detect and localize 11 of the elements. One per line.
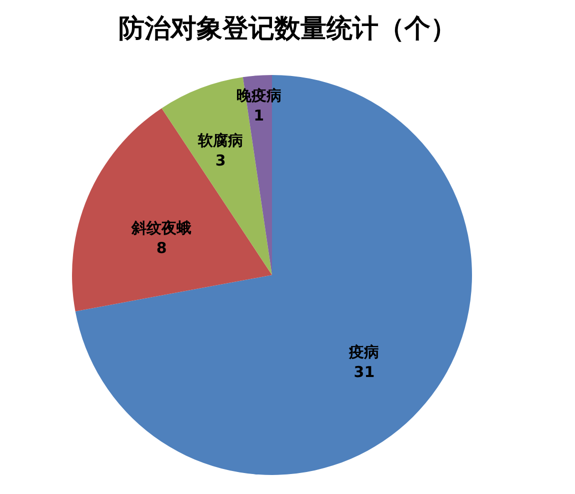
pie-slice	[72, 108, 272, 312]
data-label: 3	[215, 152, 226, 170]
slice-label: 斜纹夜蛾	[130, 219, 192, 238]
chart-title: 防治对象登记数量统计（个）	[118, 14, 456, 44]
slice-label: 晚疫病	[236, 86, 282, 104]
data-label: 8	[156, 239, 167, 258]
slice-label: 疫病	[348, 342, 380, 361]
data-label: 31	[354, 362, 375, 381]
pie-slice	[75, 75, 472, 475]
slice-label: 软腐病	[197, 132, 244, 150]
data-label: 1	[254, 106, 264, 124]
